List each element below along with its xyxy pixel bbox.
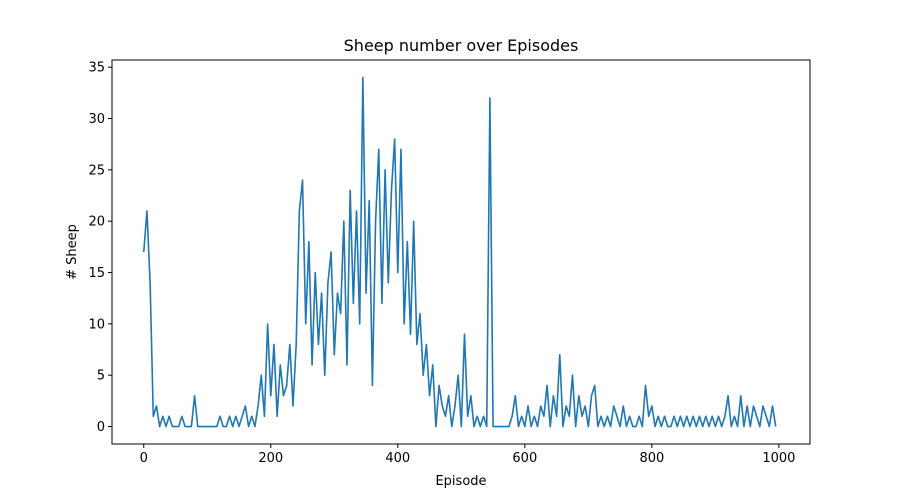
y-axis-label: # Sheep — [65, 224, 80, 280]
x-axis-label: Episode — [435, 474, 486, 489]
data-line — [142, 76, 777, 428]
y-tick-label: 25 — [88, 163, 105, 178]
x-tick-label: 400 — [385, 451, 410, 466]
x-tick-label: 0 — [140, 451, 148, 466]
x-tick-label: 600 — [512, 451, 537, 466]
x-tick-label: 200 — [258, 451, 283, 466]
y-tick-label: 15 — [88, 266, 105, 281]
y-tick-label: 10 — [88, 317, 105, 332]
y-tick-label: 5 — [97, 369, 105, 384]
plot-frame — [111, 59, 811, 445]
y-tick-label: 30 — [88, 112, 105, 127]
y-tick-label: 0 — [97, 420, 105, 435]
y-tick-label: 20 — [88, 215, 105, 230]
chart-title: Sheep number over Episodes — [344, 36, 579, 55]
x-tick-label: 1000 — [762, 451, 795, 466]
x-tick-label: 800 — [639, 451, 664, 466]
y-tick-label: 35 — [88, 61, 105, 76]
